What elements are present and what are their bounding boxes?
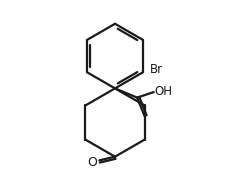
Text: OH: OH xyxy=(154,85,172,98)
Text: Br: Br xyxy=(149,63,162,76)
Text: O: O xyxy=(87,156,97,169)
